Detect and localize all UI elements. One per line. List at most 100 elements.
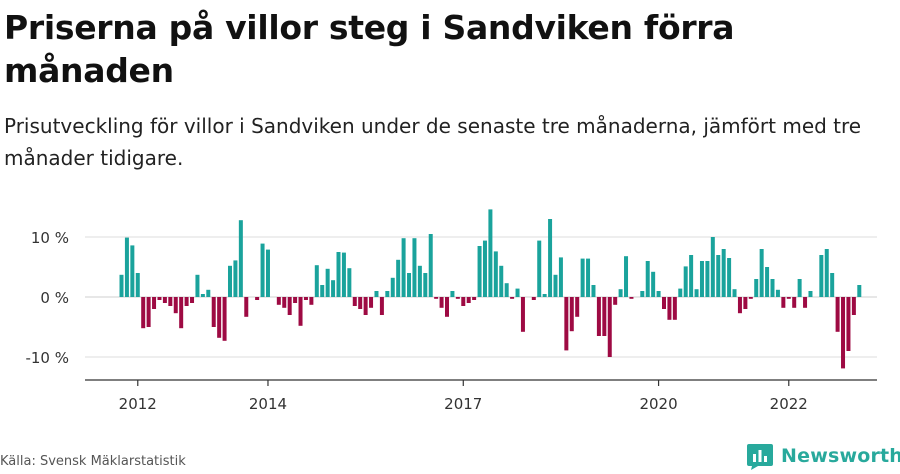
bar xyxy=(482,240,487,297)
bar xyxy=(629,297,634,299)
x-tick-label: 2014 xyxy=(249,395,287,413)
y-tick-label: 0 % xyxy=(40,289,69,307)
bar xyxy=(846,297,851,351)
bar xyxy=(244,297,249,317)
bar xyxy=(727,258,732,297)
bar xyxy=(797,279,802,297)
bar xyxy=(200,294,205,297)
bar xyxy=(683,266,688,297)
bar xyxy=(781,297,786,308)
bar xyxy=(298,297,303,326)
bar xyxy=(358,297,363,309)
bar xyxy=(765,267,770,297)
bar xyxy=(206,289,211,297)
bar xyxy=(331,280,336,297)
bar xyxy=(689,255,694,297)
bar xyxy=(255,297,260,300)
bar xyxy=(613,297,618,305)
bar xyxy=(803,297,808,308)
bar xyxy=(407,273,412,297)
bar xyxy=(124,237,129,297)
bar xyxy=(455,297,460,299)
bar xyxy=(265,249,270,297)
bar xyxy=(445,297,449,317)
newsworthy-logo-icon xyxy=(747,444,773,470)
y-tick-label: 10 % xyxy=(31,229,69,247)
bar xyxy=(754,279,759,297)
bar xyxy=(477,246,482,297)
source-note: Källa: Svensk Mäklarstatistik xyxy=(0,454,186,469)
x-axis xyxy=(85,379,877,386)
bar xyxy=(721,249,726,297)
bar xyxy=(775,289,780,297)
bar xyxy=(439,297,444,308)
last-value-label: 2 % xyxy=(850,0,879,4)
bar xyxy=(374,291,379,297)
bar xyxy=(352,297,357,306)
bar xyxy=(699,261,704,297)
bar xyxy=(607,297,612,357)
bar xyxy=(531,297,536,300)
bar xyxy=(385,291,390,297)
bar xyxy=(542,294,547,297)
bar xyxy=(450,291,455,297)
bar xyxy=(152,297,157,309)
bar xyxy=(417,265,422,297)
bar xyxy=(596,297,601,336)
bar xyxy=(157,297,162,300)
bar xyxy=(618,289,623,297)
bar xyxy=(575,297,580,317)
bar xyxy=(488,209,493,297)
bar xyxy=(493,251,498,297)
bar xyxy=(179,297,184,329)
bar xyxy=(184,297,189,306)
bar xyxy=(537,240,542,297)
bar xyxy=(314,265,319,297)
bar xyxy=(710,237,715,297)
bar xyxy=(662,297,666,309)
bar xyxy=(341,252,346,297)
bar xyxy=(309,297,314,305)
bar xyxy=(293,297,298,303)
bar xyxy=(851,297,856,315)
bar xyxy=(737,297,742,314)
bar xyxy=(472,297,477,300)
bar xyxy=(303,297,308,300)
bar xyxy=(569,297,574,332)
bar xyxy=(748,297,753,299)
bar xyxy=(651,271,656,297)
bar xyxy=(260,243,265,297)
bar xyxy=(510,297,515,299)
bar xyxy=(819,255,824,297)
bar xyxy=(841,297,846,369)
bar xyxy=(363,297,368,315)
bar xyxy=(591,285,596,297)
bar xyxy=(369,297,374,308)
bar xyxy=(786,297,791,299)
bar xyxy=(222,297,227,341)
bar xyxy=(792,297,797,308)
bar xyxy=(824,249,829,297)
bar xyxy=(564,297,569,351)
bar xyxy=(520,297,525,332)
bar xyxy=(233,260,238,297)
bar xyxy=(515,288,520,297)
bar xyxy=(401,238,406,297)
bar xyxy=(705,261,710,297)
bar xyxy=(287,297,292,315)
brand: Newsworthy xyxy=(745,441,900,471)
bar xyxy=(379,297,384,315)
bar xyxy=(282,297,287,308)
bar xyxy=(835,297,840,332)
bar xyxy=(678,288,683,297)
x-tick-label: 2020 xyxy=(639,395,677,413)
bar xyxy=(173,297,178,314)
x-tick-label: 2012 xyxy=(119,395,157,413)
bar xyxy=(808,291,813,297)
bar xyxy=(602,297,607,336)
bar xyxy=(553,274,558,297)
bar xyxy=(217,297,222,338)
bar xyxy=(672,297,677,320)
bar xyxy=(499,265,504,297)
